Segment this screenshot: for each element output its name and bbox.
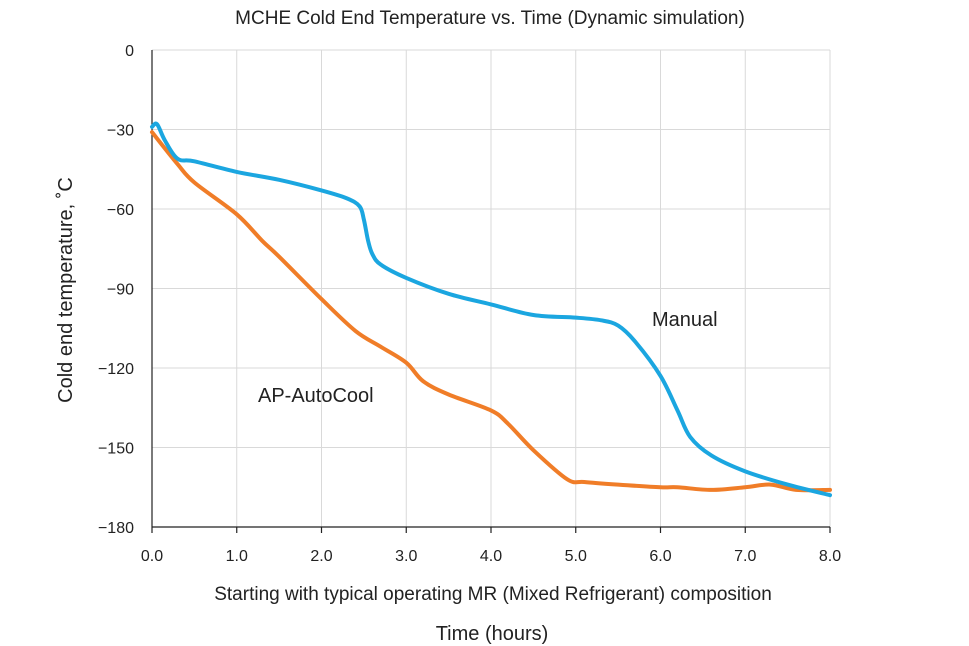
y-tick-label: −90 <box>107 282 134 299</box>
x-tick-label: 1.0 <box>226 548 248 565</box>
x-axis-subtitle: Starting with typical operating MR (Mixe… <box>214 584 772 605</box>
x-tick-label: 3.0 <box>395 548 417 565</box>
series-label-ap-autocool: AP-AutoCool <box>258 385 374 407</box>
tick-labels: 0 −30 −60 −90 −120 −150 −180 0.0 1.0 2.0 3.0 4.0 5.0… <box>98 43 841 565</box>
series-line-ap-autocool <box>150 130 832 493</box>
axes <box>151 50 831 533</box>
y-tick-label: 0 <box>125 43 134 60</box>
series-label-manual: Manual <box>652 309 718 331</box>
y-tick-label: −150 <box>98 441 134 458</box>
y-axis-label: Cold end temperature, ˚C <box>55 177 77 403</box>
x-tick-label: 8.0 <box>819 548 841 565</box>
x-tick-label: 4.0 <box>480 548 502 565</box>
x-tick-label: 7.0 <box>734 548 756 565</box>
x-tick-label: 0.0 <box>141 548 163 565</box>
series-lines <box>150 121 832 498</box>
chart-title: MCHE Cold End Temperature vs. Time (Dyna… <box>235 8 745 29</box>
x-axis-label: Time (hours) <box>436 623 549 645</box>
y-tick-label: −30 <box>107 123 134 140</box>
grid <box>152 49 831 527</box>
y-tick-label: −120 <box>98 361 134 378</box>
x-tick-label: 2.0 <box>310 548 332 565</box>
x-tick-label: 5.0 <box>565 548 587 565</box>
y-tick-label: −180 <box>98 520 134 537</box>
x-tick-label: 6.0 <box>649 548 671 565</box>
series-line-manual <box>150 121 832 498</box>
y-tick-label: −60 <box>107 202 134 219</box>
